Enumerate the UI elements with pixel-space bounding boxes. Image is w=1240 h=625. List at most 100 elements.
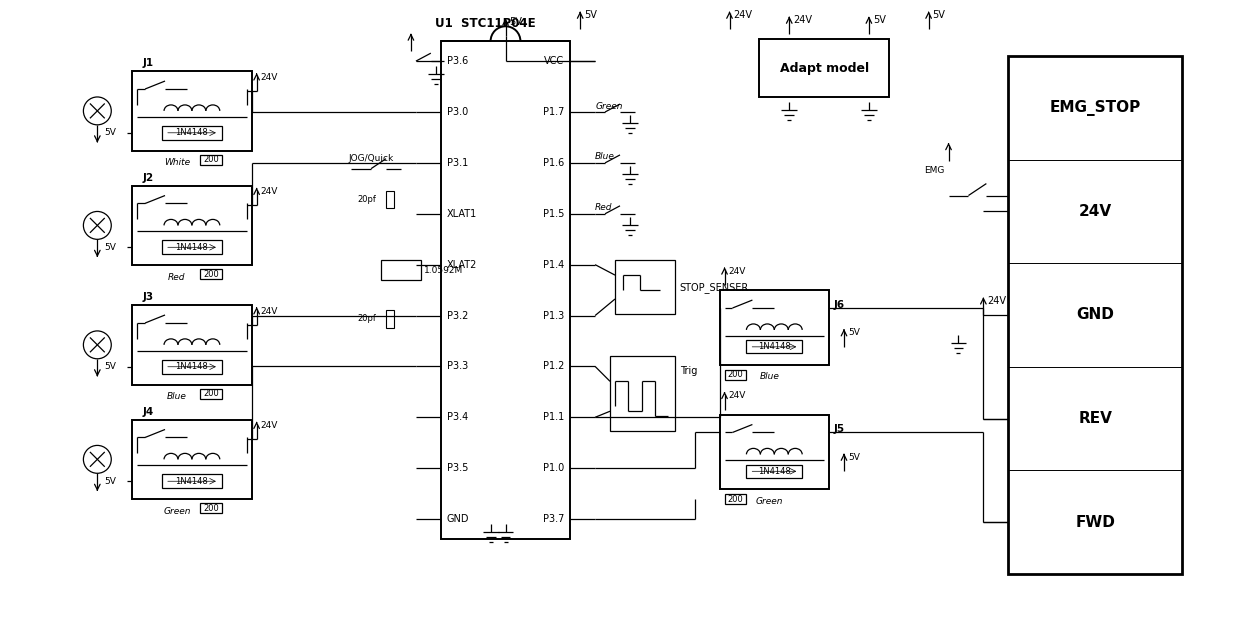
Text: 200: 200	[203, 389, 218, 398]
Text: 200: 200	[728, 494, 743, 504]
Bar	[162, 241, 222, 254]
Text: 5V: 5V	[104, 362, 117, 371]
Text: 5V: 5V	[104, 128, 117, 138]
Bar	[719, 290, 830, 365]
Text: J1: J1	[143, 58, 154, 68]
Text: J5: J5	[835, 424, 846, 434]
Bar	[162, 126, 222, 140]
Bar	[724, 494, 746, 504]
Text: JOG/Quick: JOG/Quick	[348, 154, 394, 163]
Bar	[610, 356, 675, 431]
Text: P3.5: P3.5	[446, 463, 469, 473]
Text: 5V: 5V	[104, 242, 117, 252]
Text: 200: 200	[203, 269, 218, 279]
Text: Blue: Blue	[759, 372, 779, 381]
Text: 5V: 5V	[932, 11, 945, 21]
Text: 5V: 5V	[873, 15, 885, 25]
Text: VCC: VCC	[544, 56, 564, 66]
Text: 1N4148: 1N4148	[176, 362, 208, 371]
Bar	[440, 41, 570, 539]
Text: J2: J2	[143, 173, 154, 182]
Text: 24V: 24V	[260, 187, 278, 196]
Text: P3.1: P3.1	[446, 158, 467, 168]
Text: GND: GND	[446, 514, 469, 524]
Text: P1.5: P1.5	[543, 209, 564, 219]
Text: P1.4: P1.4	[543, 259, 564, 269]
Text: P3.3: P3.3	[446, 361, 467, 371]
Bar	[746, 341, 802, 353]
Bar	[746, 465, 802, 478]
Bar	[200, 389, 222, 399]
Text: 24V: 24V	[729, 267, 746, 276]
Text: P3.4: P3.4	[446, 412, 467, 422]
Text: FWD: FWD	[1075, 514, 1115, 529]
Text: J3: J3	[143, 292, 154, 302]
Text: Adapt model: Adapt model	[780, 62, 869, 74]
Text: P1.6: P1.6	[543, 158, 564, 168]
Text: P3.7: P3.7	[543, 514, 564, 524]
Bar	[133, 419, 252, 499]
Text: STOP_SENSER: STOP_SENSER	[680, 282, 749, 292]
Text: Trig: Trig	[680, 366, 697, 376]
Bar	[759, 39, 889, 97]
Text: Green: Green	[595, 101, 622, 111]
Text: Blue: Blue	[167, 392, 187, 401]
Text: P3.0: P3.0	[446, 107, 467, 117]
Text: 5V: 5V	[848, 453, 859, 462]
Text: 24V: 24V	[794, 15, 812, 25]
Text: 200: 200	[728, 370, 743, 379]
Bar	[386, 310, 394, 328]
Text: GND: GND	[1076, 308, 1115, 322]
Text: P1.7: P1.7	[543, 107, 564, 117]
Text: P1.3: P1.3	[543, 311, 564, 321]
Bar	[200, 269, 222, 279]
Text: P3.2: P3.2	[446, 311, 469, 321]
Text: 1N4148: 1N4148	[758, 342, 791, 351]
Bar	[615, 259, 675, 314]
Text: 5V: 5V	[584, 11, 596, 21]
Bar	[381, 260, 420, 280]
Text: J6: J6	[835, 300, 846, 310]
Text: REV: REV	[1079, 411, 1112, 426]
Text: Green: Green	[755, 497, 784, 506]
Text: 200: 200	[203, 155, 218, 164]
Text: White: White	[164, 158, 190, 167]
Text: Red: Red	[595, 203, 613, 212]
Text: P1.0: P1.0	[543, 463, 564, 473]
Text: 5V: 5V	[104, 477, 117, 486]
Text: 24V: 24V	[1079, 204, 1112, 219]
Text: 24V: 24V	[987, 296, 1007, 306]
Bar	[200, 155, 222, 164]
Bar	[719, 414, 830, 489]
Text: J4: J4	[143, 406, 154, 416]
Bar	[386, 191, 394, 209]
Text: 1.0592M: 1.0592M	[424, 266, 463, 275]
Text: EMG: EMG	[924, 166, 944, 175]
Text: 24V: 24V	[260, 72, 278, 81]
Text: 24V: 24V	[260, 306, 278, 316]
Text: 200: 200	[203, 504, 218, 512]
Bar	[133, 305, 252, 384]
Text: 5V: 5V	[848, 328, 859, 338]
Bar	[1008, 56, 1183, 574]
Text: Green: Green	[164, 507, 191, 516]
Text: P3.6: P3.6	[446, 56, 467, 66]
Text: EMG_STOP: EMG_STOP	[1050, 100, 1141, 116]
Text: 1N4148: 1N4148	[176, 128, 208, 138]
Bar	[133, 71, 252, 151]
Text: XLAT1: XLAT1	[446, 209, 477, 219]
Text: 5V: 5V	[510, 18, 522, 28]
Text: P1.1: P1.1	[543, 412, 564, 422]
Text: P1.2: P1.2	[543, 361, 564, 371]
Text: 20pf: 20pf	[357, 195, 376, 204]
Text: U1  STC11P04E: U1 STC11P04E	[435, 17, 536, 30]
Text: Red: Red	[169, 272, 186, 282]
Text: 24V: 24V	[260, 421, 278, 430]
Text: Blue: Blue	[595, 152, 615, 161]
Text: 1N4148: 1N4148	[758, 467, 791, 476]
Bar	[724, 370, 746, 380]
Text: 1N4148: 1N4148	[176, 477, 208, 486]
Bar	[133, 186, 252, 265]
Text: 20pf: 20pf	[357, 314, 376, 324]
Text: 24V: 24V	[734, 11, 753, 21]
